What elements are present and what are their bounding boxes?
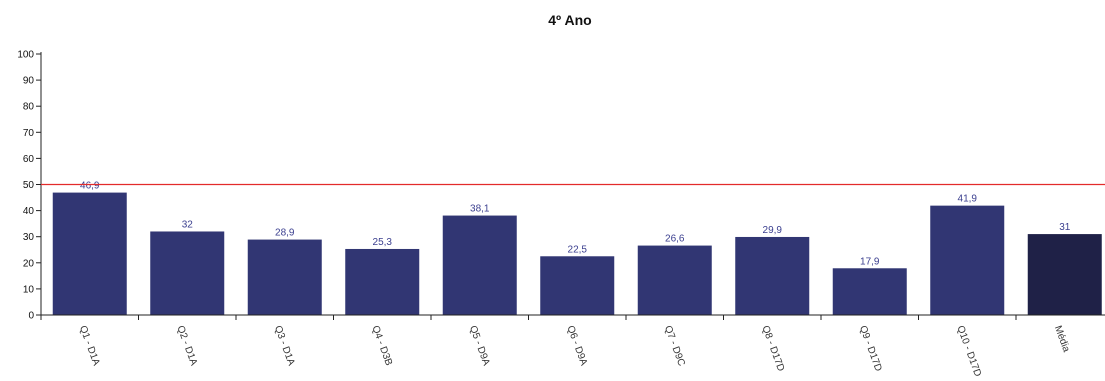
y-tick-label: 10 — [23, 284, 35, 295]
bar-value-label: 26,6 — [665, 234, 685, 245]
y-tick-label: 90 — [23, 76, 35, 87]
x-tick-label: Q4 - D3B — [369, 324, 394, 367]
x-tick-label: Q9 - D17D — [857, 324, 884, 373]
bar — [150, 231, 225, 315]
bar — [247, 239, 322, 315]
bar-value-label: 17,9 — [860, 256, 880, 267]
y-tick-label: 0 — [28, 311, 34, 322]
bars: 46,9 32 28,9 25,3 38,1 22,5 26,6 29,9 17,9 41,9 31 — [52, 181, 1102, 315]
y-tick-label: 20 — [23, 258, 35, 269]
bar — [930, 205, 1005, 315]
y-tick-label: 100 — [17, 50, 34, 61]
x-tick-label: Q8 - D17D — [759, 324, 786, 373]
bar — [345, 248, 420, 315]
x-tick-label: Q10 - D17D — [954, 324, 983, 378]
x-tick-label: Q5 - D9A — [467, 324, 492, 367]
x-tick-label: Q1 - D1A — [77, 324, 102, 367]
x-tick-label: Q3 - D1A — [272, 324, 297, 367]
bar — [52, 192, 127, 315]
y-tick-label: 40 — [23, 206, 35, 217]
bar — [637, 245, 712, 315]
bar — [442, 215, 517, 315]
y-axis: 0 10 20 30 40 50 60 70 80 90 100 — [17, 50, 42, 322]
y-tick-label: 80 — [23, 102, 35, 113]
y-tick-label: 30 — [23, 232, 35, 243]
average-bar — [1027, 234, 1102, 315]
y-tick-label: 50 — [23, 180, 35, 191]
chart-title: 4º Ano — [548, 12, 591, 28]
x-axis: Q1 - D1A Q2 - D1A Q3 - D1A Q4 - D3B Q5 - D9A… — [40, 314, 1105, 378]
bar-value-label: 32 — [182, 219, 194, 230]
bar-value-label: 29,9 — [763, 225, 783, 236]
x-tick-label: Q2 - D1A — [174, 324, 199, 367]
x-tick-label: Q7 - D9C — [662, 324, 687, 367]
bar — [832, 268, 907, 315]
bar-value-label: 46,9 — [80, 181, 100, 192]
bar-value-label: 31 — [1059, 222, 1071, 233]
bar — [735, 236, 810, 315]
y-tick-label: 60 — [23, 154, 35, 165]
x-tick-label: Média — [1052, 324, 1072, 354]
bar — [540, 256, 615, 315]
bar-value-label: 38,1 — [470, 204, 490, 215]
bar-value-label: 41,9 — [958, 194, 978, 205]
y-tick-label: 70 — [23, 128, 35, 139]
bar-value-label: 28,9 — [275, 228, 295, 239]
bar-value-label: 22,5 — [568, 244, 588, 255]
x-tick-label: Q6 - D9A — [564, 324, 589, 367]
bar-value-label: 25,3 — [373, 237, 393, 248]
